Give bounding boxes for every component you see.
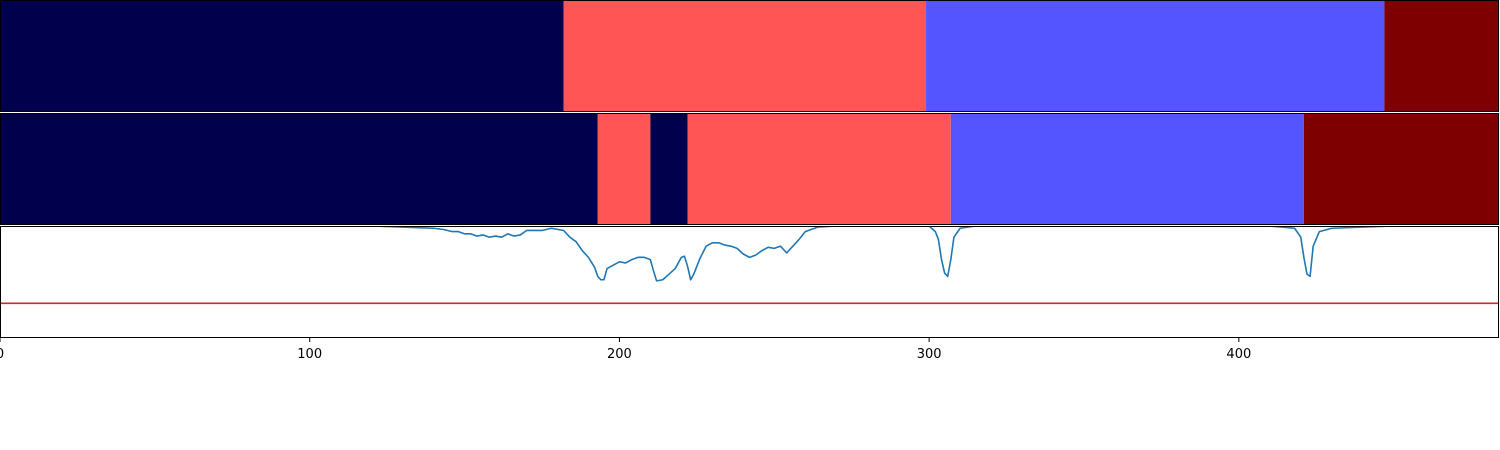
segment-1-5 <box>1303 113 1499 225</box>
x-tick-label-100: 100 <box>297 347 322 362</box>
series-line-0 <box>0 226 1499 282</box>
x-axis: 0 100 200 300 400 <box>0 338 1251 362</box>
top-segment-bar <box>0 0 1499 112</box>
segment-0-1 <box>563 0 927 112</box>
panel-frame-2 <box>0 226 1499 338</box>
segment-0-2 <box>926 0 1385 112</box>
middle-segment-bar <box>0 113 1499 225</box>
segment-1-1 <box>597 113 651 225</box>
panel-frame-1 <box>0 113 1499 225</box>
segment-0-3 <box>1384 0 1499 112</box>
x-tick-label-400: 400 <box>1226 347 1251 362</box>
x-tick-label-300: 300 <box>917 347 942 362</box>
panel-frame-0 <box>0 0 1499 112</box>
segment-0-0 <box>0 0 564 112</box>
segment-1-0 <box>0 113 598 225</box>
x-tick-label-200: 200 <box>607 347 632 362</box>
line-panel <box>0 226 1499 338</box>
segment-1-2 <box>650 113 688 225</box>
segment-1-3 <box>687 113 951 225</box>
x-tick-label-0: 0 <box>0 347 4 362</box>
segment-1-4 <box>950 113 1304 225</box>
